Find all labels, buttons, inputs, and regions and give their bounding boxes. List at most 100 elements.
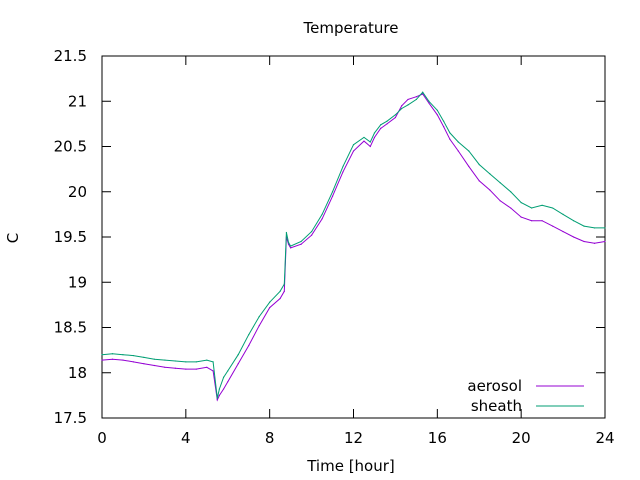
data-point-sheath [300,240,302,243]
data-point-sheath [415,98,417,101]
data-point-aerosol [386,123,388,125]
data-point-aerosol [552,225,554,227]
data-point-sheath [342,165,344,168]
data-point-aerosol [468,165,470,168]
x-tick-label: 20 [512,429,531,447]
data-point-sheath [552,207,554,209]
data-point-aerosol [478,180,480,182]
data-point-aerosol [562,230,564,233]
data-point-sheath [212,361,214,363]
data-point-sheath [380,124,382,126]
data-point-sheath [363,136,365,139]
data-point-sheath [422,91,424,93]
data-point-aerosol [407,98,409,101]
data-point-aerosol [541,220,543,222]
data-point-aerosol [248,345,250,347]
data-point-sheath [174,360,176,362]
data-point-aerosol [436,114,438,116]
data-point-sheath [457,141,459,143]
legend-label-aerosol: aerosol [467,377,522,395]
x-tick-label: 12 [344,429,363,447]
data-point-aerosol [227,381,229,383]
data-point-sheath [428,100,430,102]
data-point-sheath [321,213,323,215]
y-tick-label: 20.5 [54,138,87,156]
data-point-aerosol [380,127,382,129]
data-point-sheath [478,164,480,166]
data-point-sheath [227,370,229,372]
data-point-aerosol [531,220,533,222]
series-layer [101,91,606,402]
data-point-sheath [436,109,438,111]
chart-title: Temperature [302,19,398,37]
data-point-sheath [520,202,522,204]
y-axis: 17.5 18 18.5 19 19.5 20 20.5 21 21.5 [54,47,605,427]
data-point-aerosol [122,359,124,361]
y-tick-label: 20 [68,183,87,201]
data-point-sheath [218,388,220,390]
data-point-aerosol [218,394,220,396]
data-point-sheath [164,359,166,361]
data-point-sheath [237,354,239,356]
x-tick-label: 24 [595,429,614,447]
data-point-aerosol [222,388,225,390]
data-point-sheath [258,316,260,318]
data-point-sheath [407,104,409,106]
data-point-sheath [290,245,292,247]
data-point-sheath [352,144,355,146]
data-point-sheath [593,227,596,229]
y-tick-label: 21.5 [54,47,87,65]
y-tick-label: 18 [68,364,87,382]
data-point-aerosol [489,189,491,191]
data-point-aerosol [449,138,451,140]
data-point-aerosol [212,370,214,372]
data-point-sheath [122,354,124,356]
data-point-sheath [248,334,250,336]
data-point-aerosol [237,363,239,365]
y-tick-label: 18.5 [54,319,87,337]
data-point-sheath [468,150,470,152]
data-point-sheath [285,231,288,234]
data-point-sheath [331,191,334,193]
series-line-aerosol [101,93,606,402]
data-point-aerosol [593,242,596,244]
data-point-aerosol [457,150,459,152]
data-point-aerosol [143,363,145,365]
data-point-sheath [489,173,491,175]
legend-label-sheath: sheath [471,397,522,415]
y-tick-label: 19 [68,273,87,291]
data-point-aerosol [164,366,166,368]
data-point-aerosol [321,218,323,220]
data-point-sheath [604,227,606,229]
data-point-aerosol [520,216,522,218]
data-point-aerosol [132,361,135,363]
data-point-sheath [373,132,376,134]
data-point-aerosol [352,150,355,152]
data-point-sheath [287,241,290,244]
data-point-aerosol [415,96,417,98]
data-point-sheath [310,230,313,233]
data-point-aerosol [174,367,176,369]
data-point-aerosol [401,105,403,107]
data-point-sheath [394,114,397,116]
data-point-aerosol [206,366,208,368]
data-point-aerosol [342,171,344,173]
x-axis: 0 4 8 12 16 20 24 [97,56,615,447]
data-point-sheath [279,290,281,292]
data-point-aerosol [195,368,197,370]
x-tick-label: 4 [181,429,191,447]
data-point-sheath [143,356,145,358]
x-tick-label: 16 [428,429,447,447]
data-point-aerosol [283,290,285,292]
data-point-sheath [499,182,501,184]
data-point-sheath [583,225,585,227]
data-point-aerosol [290,247,292,249]
data-point-aerosol [331,195,334,197]
data-point-aerosol [216,399,218,401]
data-point-sheath [369,141,371,143]
data-point-aerosol [373,136,376,139]
data-point-sheath [216,397,218,399]
series-line-sheath [101,91,605,399]
x-tick-label: 0 [97,429,107,447]
